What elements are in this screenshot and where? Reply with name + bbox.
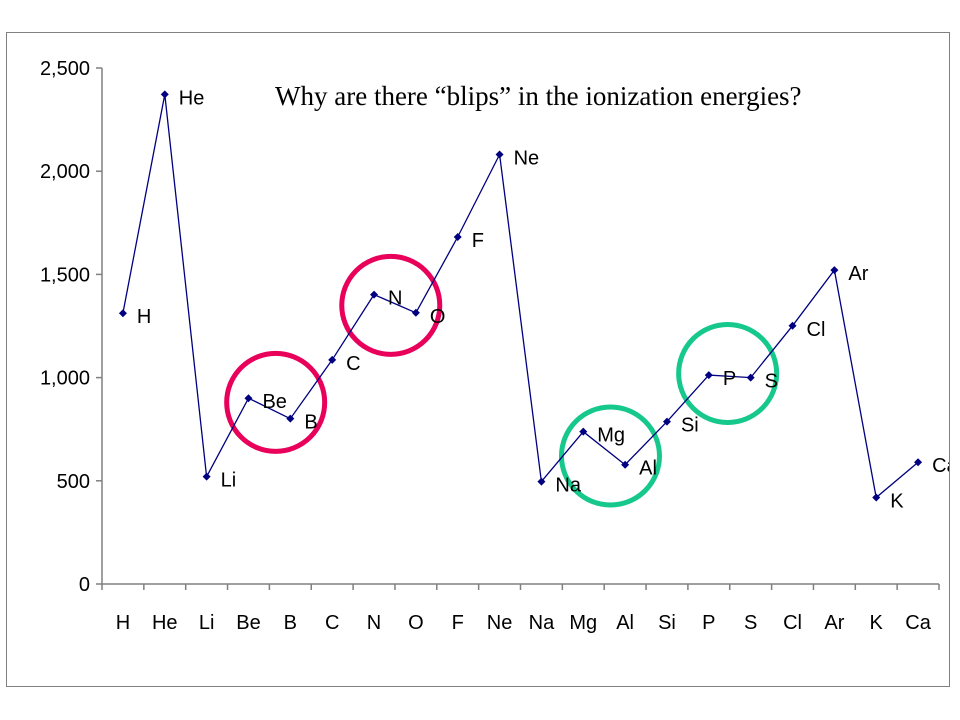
data-point: [453, 233, 462, 242]
point-label: Be: [262, 391, 286, 413]
x-tick-label: Li: [199, 612, 215, 634]
data-point: [872, 493, 881, 502]
point-label: F: [472, 230, 484, 252]
x-tick-label: P: [702, 612, 715, 634]
y-tick-label: 500: [57, 471, 90, 493]
x-tick-label: O: [408, 612, 424, 634]
data-markers: [118, 90, 923, 502]
point-label: Si: [681, 415, 699, 437]
point-label: Li: [221, 470, 237, 492]
point-label: Mg: [597, 425, 625, 447]
x-tick-label: N: [367, 612, 381, 634]
data-point: [370, 290, 379, 299]
data-point: [914, 458, 923, 467]
x-tick-label: B: [284, 612, 297, 634]
highlight-circles: [224, 253, 780, 508]
data-point: [788, 321, 797, 330]
point-label: K: [890, 491, 904, 513]
y-tick-label: 2,000: [40, 161, 90, 183]
point-label: H: [137, 306, 151, 328]
highlight-circle: [676, 321, 780, 425]
x-tick-label: F: [452, 612, 464, 634]
x-tick-label: Cl: [783, 612, 802, 634]
point-label: He: [179, 87, 205, 109]
data-point: [202, 472, 211, 481]
x-tick-label: K: [870, 612, 884, 634]
x-tick-label: Ne: [487, 612, 513, 634]
point-label: C: [346, 353, 360, 375]
data-point: [662, 417, 671, 426]
data-point: [118, 309, 127, 318]
highlight-circle: [224, 350, 328, 454]
x-tick-label: Al: [616, 612, 634, 634]
series-line: [122, 94, 919, 499]
point-label: B: [304, 412, 317, 434]
data-point: [579, 427, 588, 436]
data-point: [830, 266, 839, 275]
y-tick-label: 2,500: [40, 58, 90, 80]
data-point: [328, 355, 337, 364]
point-labels: H He Li Be B C N O F Ne Na Mg Al Si P S Cl Ar K Ca: [137, 87, 949, 512]
data-point: [621, 460, 630, 469]
y-tick-label: 0: [79, 574, 90, 596]
x-tick-label: Si: [658, 612, 676, 634]
point-label: N: [388, 288, 402, 310]
point-label: Al: [639, 458, 657, 480]
point-label: Ar: [848, 263, 868, 285]
y-tick-label: 1,000: [40, 368, 90, 390]
data-point: [411, 308, 420, 317]
y-axis-ticks: 0 500 1,000 1,500 2,000 2,500: [40, 58, 102, 596]
point-label: P: [723, 368, 736, 390]
point-label: Ca: [932, 455, 949, 477]
x-tick-label: He: [152, 612, 178, 634]
chart-title: Why are there “blips” in the ionization …: [275, 81, 802, 111]
point-label: O: [430, 306, 446, 328]
x-tick-label: H: [116, 612, 130, 634]
x-tick-label: Be: [236, 612, 260, 634]
x-tick-label: Na: [529, 612, 555, 634]
data-point: [244, 394, 253, 403]
highlight-circle: [339, 253, 443, 357]
y-tick-label: 1,500: [40, 264, 90, 286]
data-point: [495, 150, 504, 159]
x-tick-label: Ar: [824, 612, 844, 634]
data-point: [286, 414, 295, 423]
point-label: Ne: [514, 147, 540, 169]
x-axis-ticks: H He Li Be B C N O F Ne Na Mg Al Si P S Cl Ar K Ca: [101, 584, 940, 634]
x-tick-label: S: [744, 612, 757, 634]
x-tick-label: C: [325, 612, 339, 634]
data-point: [537, 477, 546, 486]
highlight-circle: [558, 404, 662, 508]
point-label: Cl: [807, 319, 826, 341]
data-point: [704, 371, 713, 380]
data-point: [160, 90, 169, 99]
x-tick-label: Ca: [905, 612, 931, 634]
ionization-energy-chart: 0 500 1,000 1,500 2,000 2,500 H He Li Be B C N O F Ne N…: [40, 58, 949, 634]
x-tick-label: Mg: [569, 612, 597, 634]
chart-frame: 0 500 1,000 1,500 2,000 2,500 H He Li Be B C N O F Ne N…: [6, 32, 950, 687]
data-point: [746, 373, 755, 382]
point-label: S: [765, 371, 778, 393]
point-label: Na: [555, 475, 581, 497]
